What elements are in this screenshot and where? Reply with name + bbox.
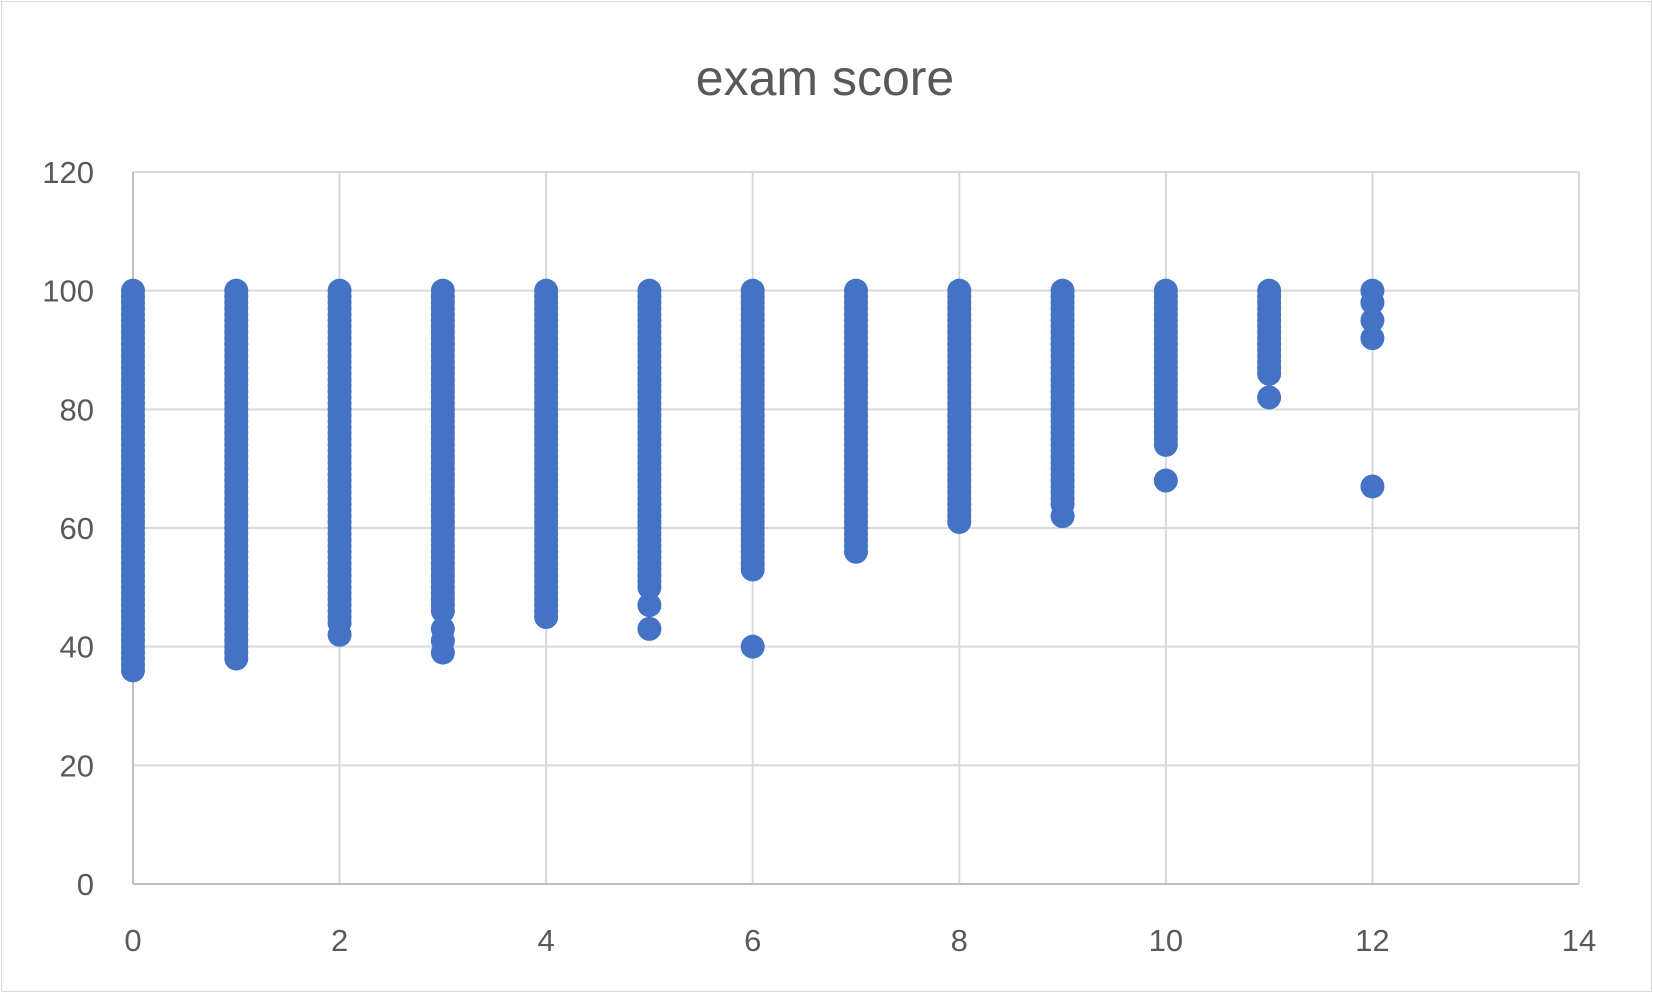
- y-tick-label: 40: [60, 630, 94, 665]
- data-point: [534, 278, 559, 303]
- data-point: [1360, 474, 1385, 499]
- y-tick-label: 20: [60, 748, 94, 783]
- y-tick-label: 120: [42, 155, 94, 190]
- data-point: [947, 278, 972, 303]
- data-point: [1050, 504, 1075, 529]
- data-point: [1050, 278, 1075, 303]
- x-tick-label: 14: [1562, 923, 1596, 958]
- x-axis-tick-labels: 0 2 4 6 8 10 12 14: [124, 923, 1596, 958]
- data-point: [224, 278, 249, 303]
- x-tick-label: 2: [331, 923, 348, 958]
- x-tick-label: 12: [1355, 923, 1389, 958]
- data-point: [224, 640, 249, 665]
- data-point: [1153, 278, 1178, 303]
- data-point: [1257, 278, 1282, 303]
- chart-title: exam score: [696, 50, 954, 106]
- x-tick-label: 8: [951, 923, 968, 958]
- data-point: [637, 593, 662, 618]
- x-tick-label: 0: [124, 923, 141, 958]
- data-point: [121, 652, 145, 677]
- x-tick-label: 6: [744, 923, 761, 958]
- data-point: [637, 616, 662, 641]
- data-point: [327, 278, 352, 303]
- data-point: [1153, 468, 1178, 493]
- data-point: [430, 278, 455, 303]
- data-point: [1360, 308, 1385, 333]
- y-tick-label: 0: [77, 867, 94, 902]
- data-point: [1360, 326, 1385, 351]
- x-tick-label: 10: [1149, 923, 1183, 958]
- y-tick-label: 80: [60, 392, 94, 427]
- data-point: [637, 278, 662, 303]
- y-axis-tick-labels: 0 20 40 60 80 100 120: [42, 155, 94, 902]
- data-point: [844, 278, 868, 303]
- data-point: [121, 278, 145, 303]
- data-points: [121, 278, 1385, 683]
- data-point: [1360, 290, 1385, 315]
- y-tick-label: 60: [60, 511, 94, 546]
- data-point: [327, 622, 352, 647]
- data-point: [1257, 385, 1282, 410]
- data-point: [740, 278, 765, 303]
- y-tick-label: 100: [42, 274, 94, 309]
- data-point: [430, 616, 455, 641]
- data-point: [740, 634, 765, 659]
- x-tick-label: 4: [538, 923, 555, 958]
